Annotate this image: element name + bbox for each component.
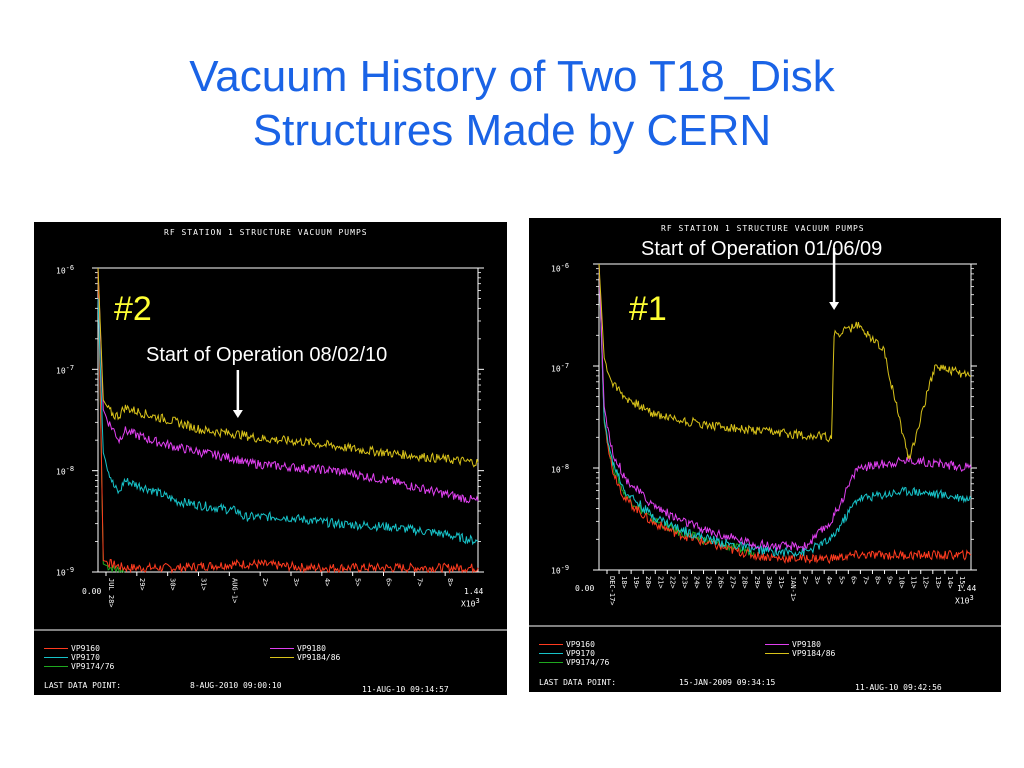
x-tick-label: 6> [849, 576, 857, 584]
x-tick-label: 7> [415, 578, 423, 586]
x-start-label: 0.00 [82, 587, 102, 596]
y-tick-label: 10-9 [56, 566, 75, 578]
legend-item-vp9160: VP9160 [44, 644, 100, 653]
slide-title-line-1: Vacuum History of Two T18_Disk [189, 52, 835, 101]
y-tick-label: 10-6 [551, 262, 570, 274]
x-tick-label: 29> [138, 578, 146, 591]
slide-title-line-2: Structures Made by CERN [252, 106, 772, 155]
x-tick-label: 5> [837, 576, 845, 584]
chart-panel-2: JUL 28> 29> 30> 31> AUG-1> 2> 3> 4> 5> 6> 7> 8> RF … [34, 222, 507, 695]
x-tick-label: AUG-1> [230, 578, 238, 603]
x-tick-label: 10> [898, 576, 906, 589]
x-tick-label: 12> [922, 576, 930, 589]
x-tick-label: 8> [873, 576, 881, 584]
series-line-vp9184-86 [97, 267, 479, 468]
x-tick-label: DEC-17> [608, 576, 616, 606]
x-tick-label: 22> [668, 576, 676, 589]
legend-item-vp9180: VP9180 [270, 644, 326, 653]
x-tick-label: 4> [323, 578, 331, 586]
last-data-point-label: LAST DATA POINT: [44, 681, 122, 690]
x-tick-label: 14> [946, 576, 954, 589]
x-tick-label: 31> [777, 576, 785, 589]
y-tick-label: 10-7 [56, 364, 75, 376]
series-line-vp9184-86 [598, 263, 972, 460]
x-tick-label: 9> [886, 576, 894, 584]
series-line-vp9180 [97, 267, 479, 504]
x-tick-label: 4> [825, 576, 833, 584]
slide-title: Vacuum History of Two T18_Disk Structure… [0, 50, 1024, 158]
start-of-operation-annotation: Start of Operation 08/02/10 [146, 344, 388, 366]
legend-item-vp9184-86: VP9184/86 [270, 653, 340, 662]
x-tick-label: 25> [705, 576, 713, 589]
series-line-vp9160 [97, 267, 479, 574]
x-tick-label: 20> [644, 576, 652, 589]
plot-frame [598, 263, 972, 571]
x-multiplier-label: X103 [955, 594, 974, 606]
plot-frame [97, 267, 479, 573]
report-timestamp: 11-AUG-10 09:14:57 [362, 685, 449, 694]
x-end-label: 1.44 [957, 584, 977, 593]
x-tick-label: 8> [446, 578, 454, 586]
series-line-vp9160 [598, 263, 972, 565]
chart-title: RF STATION 1 STRUCTURE VACUUM PUMPS [661, 224, 865, 233]
series-line-vp9174-76 [598, 263, 755, 557]
x-tick-label: 19> [632, 576, 640, 589]
x-end-label: 1.44 [464, 587, 484, 596]
legend-item-vp9174-76: VP9174/76 [44, 662, 114, 671]
x-tick-label: JUL 28> [107, 578, 115, 608]
series-line-vp9170 [598, 263, 972, 558]
series-line-vp9170 [97, 298, 479, 546]
x-tick-label: 7> [861, 576, 869, 584]
x-tick-label: 26> [717, 576, 725, 589]
x-tick-label: 3> [292, 578, 300, 586]
x-tick-label: 2> [801, 576, 809, 584]
x-tick-label: 5> [354, 578, 362, 586]
last-data-point-value: 8-AUG-2010 09:00:10 [190, 681, 282, 690]
x-tick-label: JAN-1> [789, 576, 797, 601]
last-data-point-label: LAST DATA POINT: [539, 678, 617, 687]
series-line-vp9180 [598, 263, 972, 553]
y-tick-label: 10-9 [551, 564, 570, 576]
x-tick-label: 15> [958, 576, 966, 589]
x-tick-label: 2> [261, 578, 269, 586]
legend-item-vp9180: VP9180 [765, 640, 821, 649]
report-timestamp: 11-AUG-10 09:42:56 [855, 683, 942, 692]
legend-item-vp9184-86: VP9184/86 [765, 649, 835, 658]
x-tick-label: 31> [200, 578, 208, 591]
structure-label: #1 [629, 290, 667, 328]
y-tick-label: 10-8 [551, 463, 570, 475]
x-tick-label: 30> [765, 576, 773, 589]
x-tick-label: 21> [656, 576, 664, 589]
chart-title: RF STATION 1 STRUCTURE VACUUM PUMPS [164, 228, 368, 237]
chart-panel-1: DEC-17> 18> 19> 20> 21> 22> 23> 24> 25> 26> 27> 28>… [529, 218, 1001, 692]
legend-item-vp9174-76: VP9174/76 [539, 658, 609, 667]
x-tick-label: 11> [910, 576, 918, 589]
start-of-operation-arrowhead [232, 410, 243, 418]
start-of-operation-annotation: Start of Operation 01/06/09 [641, 238, 883, 260]
structure-label: #2 [114, 290, 152, 328]
last-data-point-value: 15-JAN-2009 09:34:15 [679, 678, 776, 687]
x-tick-label: 30> [169, 578, 177, 591]
x-tick-label: 23> [680, 576, 688, 589]
y-tick-label: 10-7 [551, 362, 570, 374]
y-tick-label: 10-8 [56, 465, 75, 477]
chart-svg-panel-2: JUL 28> 29> 30> 31> AUG-1> 2> 3> 4> 5> 6> 7> 8> [34, 267, 507, 631]
x-tick-label: 29> [753, 576, 761, 589]
x-multiplier-label: X103 [461, 597, 480, 609]
chart-svg-panel-1: DEC-17> 18> 19> 20> 21> 22> 23> 24> 25> 26> 27> 28>… [529, 248, 1001, 627]
x-tick-label: 18> [620, 576, 628, 589]
start-of-operation-arrowhead [829, 302, 840, 310]
x-tick-label: 6> [385, 578, 393, 586]
x-tick-label: 28> [741, 576, 749, 589]
y-tick-label: 10-6 [56, 264, 75, 276]
x-tick-label: 3> [813, 576, 821, 584]
x-tick-label: 24> [692, 576, 700, 589]
legend-item-vp9160: VP9160 [539, 640, 595, 649]
x-tick-label: 13> [934, 576, 942, 589]
x-tick-label: 27> [729, 576, 737, 589]
x-start-label: 0.00 [575, 584, 595, 593]
legend-item-vp9170: VP9170 [44, 653, 100, 662]
legend-item-vp9170: VP9170 [539, 649, 595, 658]
